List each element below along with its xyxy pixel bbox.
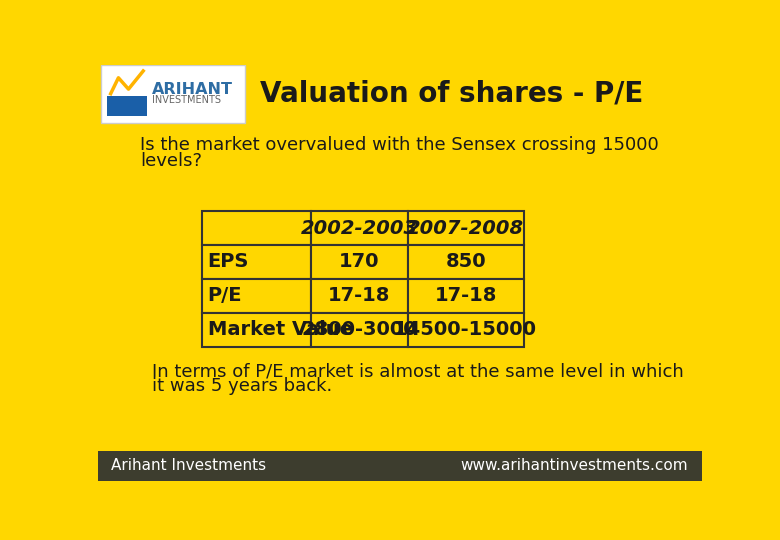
Bar [407,245,523,279]
Bar [407,313,523,347]
Text: Arihant Investments: Arihant Investments [112,458,267,474]
Text: levels?: levels? [140,152,202,170]
Bar [310,245,407,279]
Text: 2800-3000: 2800-3000 [301,320,417,339]
Bar [202,313,310,347]
Bar [202,211,310,245]
Bar [310,279,407,313]
Text: In terms of P/E market is almost at the same level in which: In terms of P/E market is almost at the … [152,362,683,380]
Text: 17-18: 17-18 [434,286,497,305]
Text: Is the market overvalued with the Sensex crossing 15000: Is the market overvalued with the Sensex… [140,137,659,154]
Text: ARIHANT: ARIHANT [152,82,232,97]
Text: Valuation of shares - P/E: Valuation of shares - P/E [261,80,644,107]
Bar [107,96,147,117]
Text: 2002-2003: 2002-2003 [300,219,417,238]
Text: 170: 170 [339,252,379,272]
Text: INVESTMENTS: INVESTMENTS [152,95,221,105]
Bar [407,211,523,245]
Text: 14500-15000: 14500-15000 [394,320,537,339]
Text: it was 5 years back.: it was 5 years back. [152,377,332,395]
Bar [101,65,245,123]
Bar [310,313,407,347]
Bar [310,211,407,245]
Text: EPS: EPS [207,252,249,272]
Text: 17-18: 17-18 [328,286,390,305]
Bar [98,451,702,481]
Text: 2007-2008: 2007-2008 [407,219,524,238]
Bar [202,279,310,313]
Text: Market Value: Market Value [207,320,353,339]
Bar [407,279,523,313]
Bar [202,245,310,279]
Text: P/E: P/E [207,286,242,305]
Text: www.arihantinvestments.com: www.arihantinvestments.com [460,458,688,474]
Text: 850: 850 [445,252,486,272]
